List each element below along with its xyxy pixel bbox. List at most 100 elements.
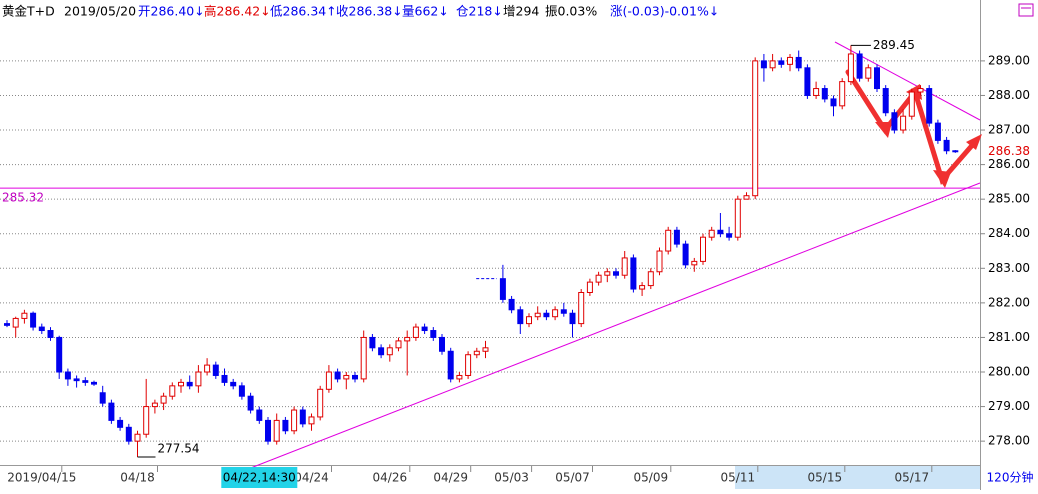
- candle-body: [282, 419, 289, 432]
- candle-body: [665, 229, 672, 252]
- candle-body: [308, 416, 315, 425]
- candle-body: [673, 229, 680, 245]
- arrowhead: [933, 170, 951, 188]
- candle-body: [299, 409, 306, 425]
- candle-body: [813, 88, 820, 96]
- candle-body: [73, 378, 80, 382]
- y-tick-label: 281.00: [988, 330, 1030, 344]
- x-tick-label: 2019/04/15: [7, 471, 76, 485]
- period-label: 120分钟: [987, 470, 1034, 485]
- x-tick-label: 04/24: [294, 471, 329, 485]
- header-item: 黄金T+D: [2, 4, 55, 19]
- candle-body: [795, 56, 802, 69]
- y-tick-label: 285.00: [988, 192, 1030, 206]
- candle-body: [769, 60, 776, 69]
- candle-body: [891, 112, 898, 131]
- candle-body: [447, 350, 454, 380]
- header-item: 开286.40↓: [138, 4, 205, 19]
- candle-body: [439, 336, 445, 352]
- candle-body: [273, 419, 280, 442]
- arrowhead: [966, 134, 982, 150]
- candle-body: [752, 60, 759, 197]
- candle-body: [352, 374, 358, 380]
- y-tick-label: 282.00: [988, 295, 1030, 309]
- candle-body: [926, 88, 933, 124]
- candle-body: [421, 326, 428, 332]
- candle-body: [917, 88, 924, 93]
- candle-body: [38, 326, 45, 332]
- candle-body: [613, 271, 619, 276]
- x-tick-label: 05/03: [494, 471, 529, 485]
- candles: [4, 45, 959, 458]
- candle-body: [395, 340, 402, 349]
- candle-body: [821, 88, 828, 100]
- x-tick-label: 05/11: [721, 471, 756, 485]
- candle-body: [743, 195, 750, 200]
- candle-body: [108, 402, 115, 421]
- candle-body: [91, 381, 97, 385]
- candle-body: [865, 67, 872, 79]
- candle-body: [47, 330, 54, 338]
- candle-body: [760, 60, 767, 69]
- candle-body: [630, 257, 637, 290]
- candle-body: [473, 350, 480, 356]
- candle-body: [125, 426, 132, 442]
- candle-body: [482, 347, 489, 352]
- candle-body: [499, 278, 506, 300]
- candle-body: [404, 336, 411, 342]
- candle-body: [134, 433, 141, 442]
- candle-body: [117, 419, 124, 428]
- candle-body: [787, 56, 793, 65]
- candle-body: [517, 309, 524, 325]
- candle-body: [169, 385, 176, 397]
- reference-label: 285.32: [2, 191, 44, 205]
- candle-body: [595, 274, 602, 283]
- trend-line: [224, 182, 981, 479]
- candle-body: [238, 385, 245, 397]
- candle-body: [856, 53, 863, 79]
- y-tick-label: 280.00: [988, 365, 1030, 379]
- candle-body: [230, 381, 237, 387]
- candle-body: [378, 347, 385, 356]
- x-tick-label: 05/09: [634, 471, 669, 485]
- candle-body: [726, 233, 733, 238]
- candle-body: [691, 260, 698, 266]
- candle-body: [256, 409, 263, 421]
- candle-body: [839, 81, 846, 107]
- candle-body: [586, 281, 593, 294]
- candle-body: [186, 381, 193, 387]
- candle-body: [456, 374, 463, 380]
- candle-body: [647, 271, 654, 287]
- candle-body: [4, 323, 10, 326]
- y-tick-label: 284.00: [988, 226, 1030, 240]
- candle-body: [700, 236, 706, 262]
- y-tick-label: 278.00: [988, 434, 1030, 448]
- candle-body: [952, 150, 959, 153]
- last-price-label: 286.38: [988, 144, 1030, 158]
- candle-body: [778, 60, 785, 65]
- y-tick-label: 286.00: [988, 157, 1030, 171]
- candle-body: [604, 271, 611, 276]
- y-tick-label: 289.00: [988, 53, 1030, 67]
- candle-body: [64, 371, 71, 380]
- candle-body: [343, 374, 350, 380]
- candle-body: [334, 371, 341, 380]
- candle-body: [734, 198, 741, 238]
- candle-body: [30, 312, 37, 328]
- candle-body: [212, 364, 219, 376]
- range-highlight: [735, 466, 980, 489]
- candle-body: [943, 139, 950, 152]
- candle-body: [717, 229, 724, 235]
- header-item: 增294: [503, 4, 539, 19]
- candle-body: [882, 88, 889, 114]
- x-tick-label: 04/18: [120, 471, 155, 485]
- candle-body: [204, 364, 211, 373]
- candle-body: [195, 371, 202, 387]
- candle-body: [847, 53, 854, 83]
- header-item: 涨(-0.03)-0.01%↓: [610, 4, 719, 19]
- x-tick-label: 04/29: [433, 471, 468, 485]
- candle-body: [178, 381, 184, 387]
- candle-body: [552, 309, 559, 318]
